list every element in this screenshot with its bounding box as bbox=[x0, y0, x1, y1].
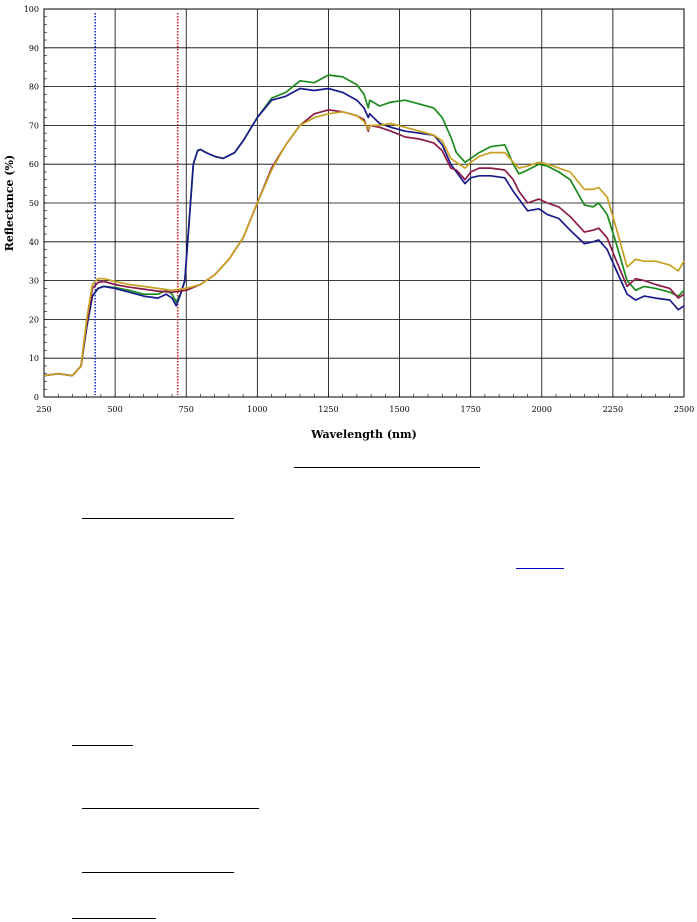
y-tick-label: 20 bbox=[29, 315, 39, 324]
section-underline-2 bbox=[82, 808, 259, 809]
tick-labels: 250 500 750 1000 1250 1500 1750 2000 2250 2500 0 10… bbox=[24, 5, 694, 414]
link-underline[interactable] bbox=[516, 568, 564, 569]
vertical-markers bbox=[94, 13, 179, 395]
subheading-underline bbox=[82, 518, 234, 519]
section-underline-1 bbox=[72, 745, 133, 746]
x-tick-label: 1250 bbox=[318, 405, 338, 414]
x-tick-label: 1000 bbox=[247, 405, 267, 414]
x-tick-label: 2500 bbox=[674, 405, 694, 414]
y-tick-label: 50 bbox=[29, 199, 39, 208]
section-underline-3 bbox=[82, 872, 234, 873]
grid bbox=[43, 8, 685, 398]
x-tick-label: 2000 bbox=[532, 405, 552, 414]
x-tick-label: 1750 bbox=[460, 405, 480, 414]
heading-underline bbox=[294, 467, 480, 468]
series-line bbox=[43, 87, 685, 377]
x-axis-label: Wavelength (nm) bbox=[310, 428, 417, 441]
y-tick-label: 40 bbox=[29, 238, 39, 247]
y-tick-label: 60 bbox=[29, 160, 39, 169]
reflectance-chart: 250 500 750 1000 1250 1500 1750 2000 2250 2500 0 10… bbox=[3, 5, 694, 441]
x-tick-label: 2250 bbox=[603, 405, 623, 414]
x-tick-label: 500 bbox=[107, 405, 122, 414]
x-tick-label: 250 bbox=[36, 405, 51, 414]
series-line bbox=[43, 109, 685, 377]
y-axis-label: Reflectance (%) bbox=[3, 155, 16, 251]
series-line bbox=[43, 74, 685, 377]
y-tick-label: 80 bbox=[29, 83, 39, 92]
section-underline-4 bbox=[72, 918, 156, 919]
series-lines bbox=[43, 74, 685, 377]
y-tick-label: 100 bbox=[24, 5, 39, 14]
y-tick-label: 70 bbox=[29, 121, 39, 130]
x-tick-label: 1500 bbox=[389, 405, 409, 414]
y-tick-label: 10 bbox=[29, 354, 39, 363]
series-line bbox=[43, 110, 685, 377]
y-tick-label: 30 bbox=[29, 277, 39, 286]
y-tick-label: 0 bbox=[34, 393, 39, 402]
x-tick-label: 750 bbox=[179, 405, 194, 414]
y-tick-label: 90 bbox=[29, 44, 39, 53]
